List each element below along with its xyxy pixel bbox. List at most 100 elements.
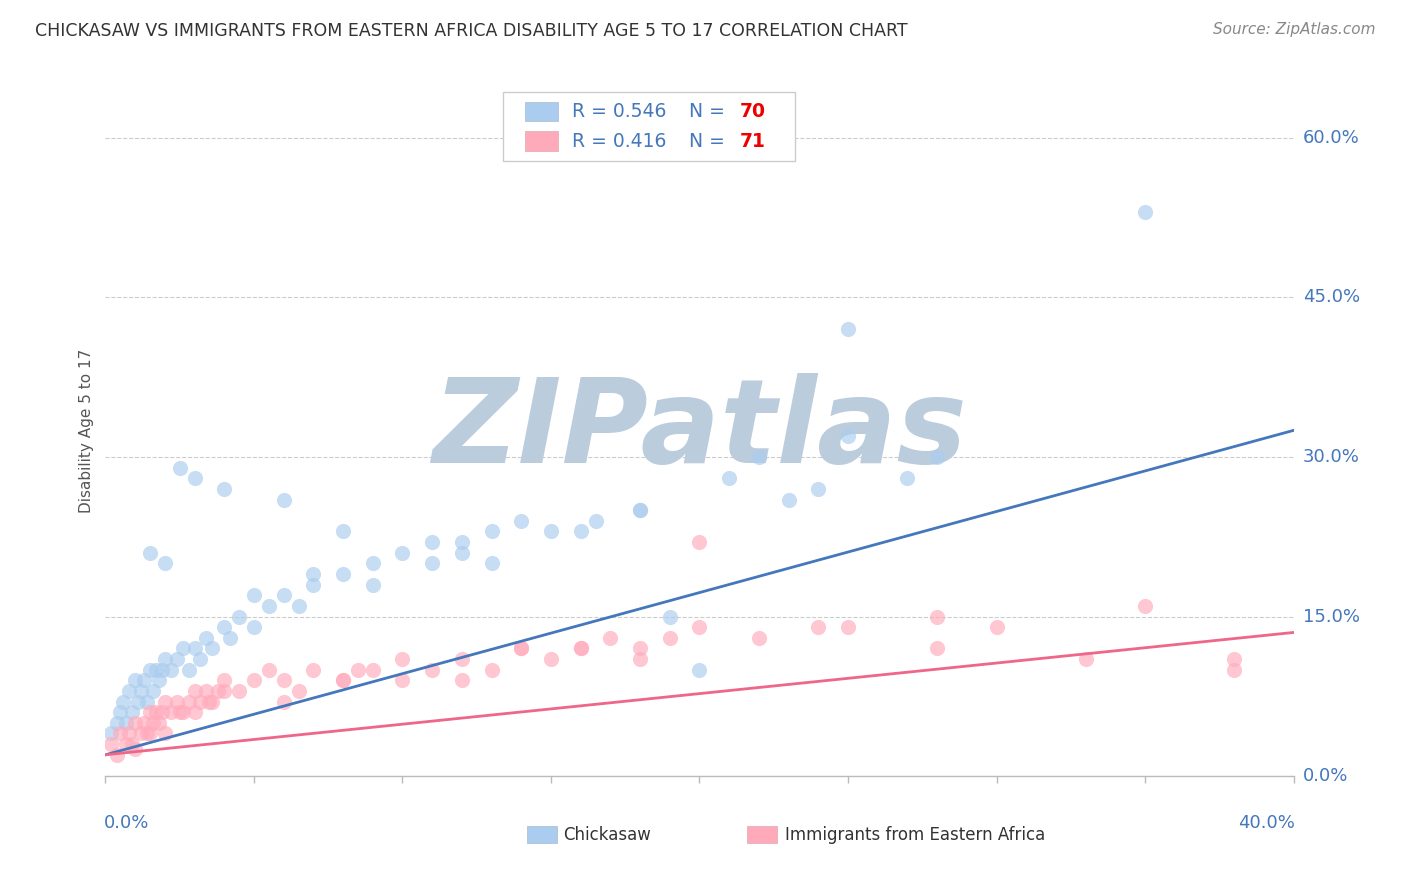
Point [201, 695, 224, 709]
Point [153, 726, 176, 740]
Point [391, 546, 413, 560]
Text: N =: N = [689, 132, 731, 151]
Point [129, 726, 152, 740]
Point [273, 492, 295, 507]
Point [110, 726, 132, 740]
Point [927, 641, 949, 656]
Point [287, 684, 309, 698]
Point [115, 715, 138, 730]
Point [201, 641, 224, 656]
Point [136, 695, 159, 709]
Point [243, 673, 266, 688]
Text: 0.0%: 0.0% [1303, 767, 1348, 785]
Text: 30.0%: 30.0% [1303, 448, 1360, 466]
Point [287, 599, 309, 613]
Point [139, 546, 162, 560]
Point [837, 322, 859, 336]
Bar [527, 826, 557, 844]
Point [510, 514, 533, 528]
Point [450, 535, 472, 549]
Point [129, 684, 152, 698]
Point [121, 705, 143, 719]
Point [148, 715, 170, 730]
Point [658, 631, 681, 645]
Point [219, 631, 242, 645]
Point [112, 695, 135, 709]
Text: Immigrants from Eastern Africa: Immigrants from Eastern Africa [785, 826, 1045, 844]
Point [169, 705, 191, 719]
Point [243, 588, 266, 602]
Point [510, 641, 533, 656]
Point [1133, 599, 1156, 613]
Point [145, 705, 167, 719]
Point [450, 673, 472, 688]
Point [302, 577, 325, 591]
Point [136, 726, 159, 740]
Point [837, 428, 859, 442]
Point [183, 684, 205, 698]
Point [148, 673, 170, 688]
Point [124, 673, 146, 688]
Point [159, 705, 181, 719]
Text: Source: ZipAtlas.com: Source: ZipAtlas.com [1212, 22, 1375, 37]
Point [118, 726, 141, 740]
Point [110, 705, 132, 719]
Point [105, 747, 128, 762]
Point [150, 705, 173, 719]
Point [332, 566, 354, 581]
Point [481, 663, 503, 677]
Point [169, 460, 191, 475]
Point [302, 566, 325, 581]
Point [105, 715, 128, 730]
Point [139, 705, 162, 719]
Text: 70: 70 [740, 102, 766, 120]
Point [273, 588, 295, 602]
Point [1133, 205, 1156, 219]
Point [127, 695, 149, 709]
Point [132, 673, 155, 688]
Point [124, 742, 146, 756]
Point [118, 684, 141, 698]
Point [166, 652, 188, 666]
Point [628, 652, 651, 666]
Text: 71: 71 [740, 132, 766, 151]
Point [273, 695, 295, 709]
Point [228, 684, 250, 698]
Point [183, 641, 205, 656]
Point [361, 663, 384, 677]
Point [139, 663, 162, 677]
Point [195, 631, 218, 645]
Point [658, 609, 681, 624]
Point [569, 641, 592, 656]
Point [273, 673, 295, 688]
Point [778, 492, 800, 507]
Point [585, 514, 607, 528]
Point [361, 557, 384, 571]
Point [1074, 652, 1097, 666]
FancyBboxPatch shape [503, 92, 794, 161]
Point [986, 620, 1008, 634]
Point [302, 663, 325, 677]
Point [115, 737, 138, 751]
Point [172, 705, 194, 719]
Text: 15.0%: 15.0% [1303, 607, 1360, 625]
Point [420, 663, 443, 677]
Point [450, 652, 472, 666]
Bar [524, 102, 558, 121]
Point [837, 620, 859, 634]
Point [121, 737, 143, 751]
Point [100, 737, 122, 751]
Point [214, 684, 236, 698]
Point [420, 535, 443, 549]
Point [628, 503, 651, 517]
Point [510, 641, 533, 656]
Point [347, 663, 370, 677]
Point [214, 482, 236, 496]
Point [153, 652, 176, 666]
Point [177, 663, 200, 677]
Text: R = 0.416: R = 0.416 [572, 132, 666, 151]
Point [190, 695, 212, 709]
Text: R = 0.546: R = 0.546 [572, 102, 666, 120]
Text: ZIPatlas: ZIPatlas [432, 373, 967, 488]
Point [1223, 663, 1246, 677]
